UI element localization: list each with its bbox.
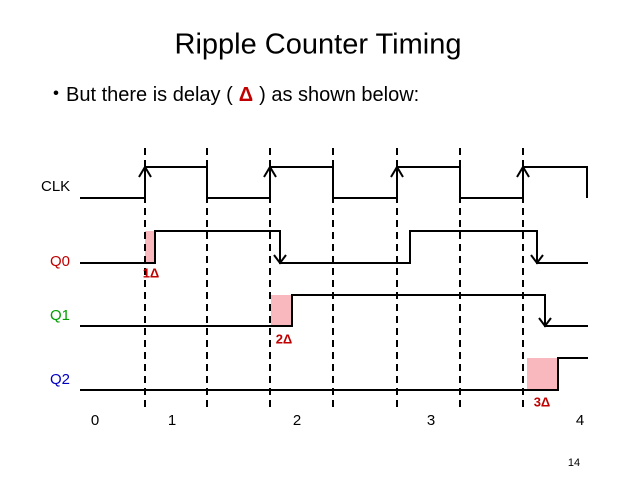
delay-label: 3Δ: [534, 394, 551, 409]
count-label: 1: [168, 412, 176, 429]
page-number: 14: [568, 457, 580, 469]
q1-arrows: [538, 317, 552, 328]
bullet-dot: •: [53, 83, 59, 102]
clk-arrows: [138, 165, 530, 178]
delay-label: 2Δ: [276, 331, 293, 346]
signal-label: Q0: [50, 253, 70, 270]
delay-label: 1Δ: [143, 265, 160, 280]
q1-wave: [80, 294, 588, 327]
delay-box: [271, 295, 292, 326]
delay-box: [527, 358, 558, 390]
clock-edges: [144, 148, 524, 412]
count-label: 4: [576, 412, 584, 429]
q0-arrows: [273, 254, 544, 265]
count-label: 2: [293, 412, 301, 429]
bullet-delta: Δ: [239, 84, 253, 106]
slide-title: Ripple Counter Timing: [175, 29, 462, 61]
clk-wave: [80, 166, 588, 199]
delay-boxes: [145, 231, 558, 390]
count-label: 3: [427, 412, 435, 429]
signal-label: Q2: [50, 371, 70, 388]
signal-label: CLK: [41, 178, 70, 195]
bullet-text: But there is delay ( Δ ) as shown below:: [66, 84, 419, 106]
bullet-before: But there is delay (: [66, 84, 233, 106]
count-label: 0: [91, 412, 99, 429]
signal-label: Q1: [50, 307, 70, 324]
q2-wave: [80, 357, 588, 391]
q0-wave: [80, 230, 588, 264]
bullet-after: ) as shown below:: [259, 84, 419, 106]
bullet: • But there is delay ( Δ ) as shown below:: [53, 83, 419, 106]
delay-box: [145, 231, 155, 263]
